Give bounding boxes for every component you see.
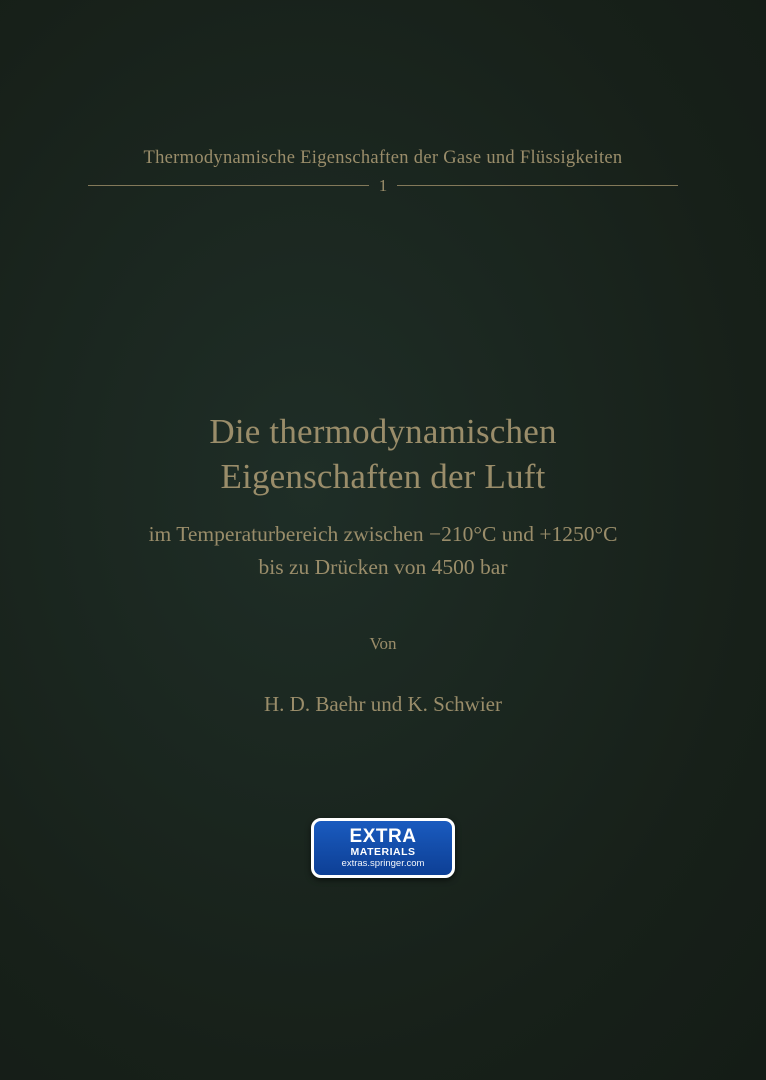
- authors: H. D. Baehr und K. Schwier: [70, 692, 696, 717]
- extra-materials-badge: EXTRA MATERIALS extras.springer.com: [311, 818, 455, 878]
- badge-line-1: EXTRA: [350, 827, 417, 847]
- title-line-2: Eigenschaften der Luft: [70, 455, 696, 500]
- byline-label: Von: [70, 634, 696, 654]
- main-title: Die thermodynamischen Eigenschaften der …: [70, 410, 696, 500]
- cover-content: Thermodynamische Eigenschaften der Gase …: [0, 0, 766, 1080]
- subtitle: im Temperaturbereich zwischen −210°C und…: [70, 518, 696, 585]
- series-volume: 1: [379, 177, 388, 194]
- series-rule: 1: [88, 177, 678, 194]
- badge-line-3: extras.springer.com: [342, 859, 425, 869]
- subtitle-line-1: im Temperaturbereich zwischen −210°C und…: [70, 518, 696, 551]
- series-title: Thermodynamische Eigenschaften der Gase …: [70, 148, 696, 169]
- book-cover: Thermodynamische Eigenschaften der Gase …: [0, 0, 766, 1080]
- subtitle-line-2: bis zu Drücken von 4500 bar: [70, 551, 696, 584]
- badge-line-2: MATERIALS: [351, 847, 416, 858]
- rule-right: [397, 185, 678, 186]
- title-line-1: Die thermodynamischen: [70, 410, 696, 455]
- rule-left: [88, 185, 369, 186]
